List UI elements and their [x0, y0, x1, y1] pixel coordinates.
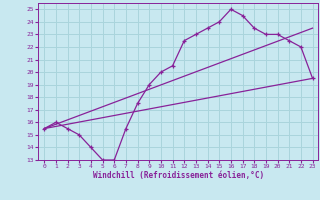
X-axis label: Windchill (Refroidissement éolien,°C): Windchill (Refroidissement éolien,°C) — [93, 171, 264, 180]
